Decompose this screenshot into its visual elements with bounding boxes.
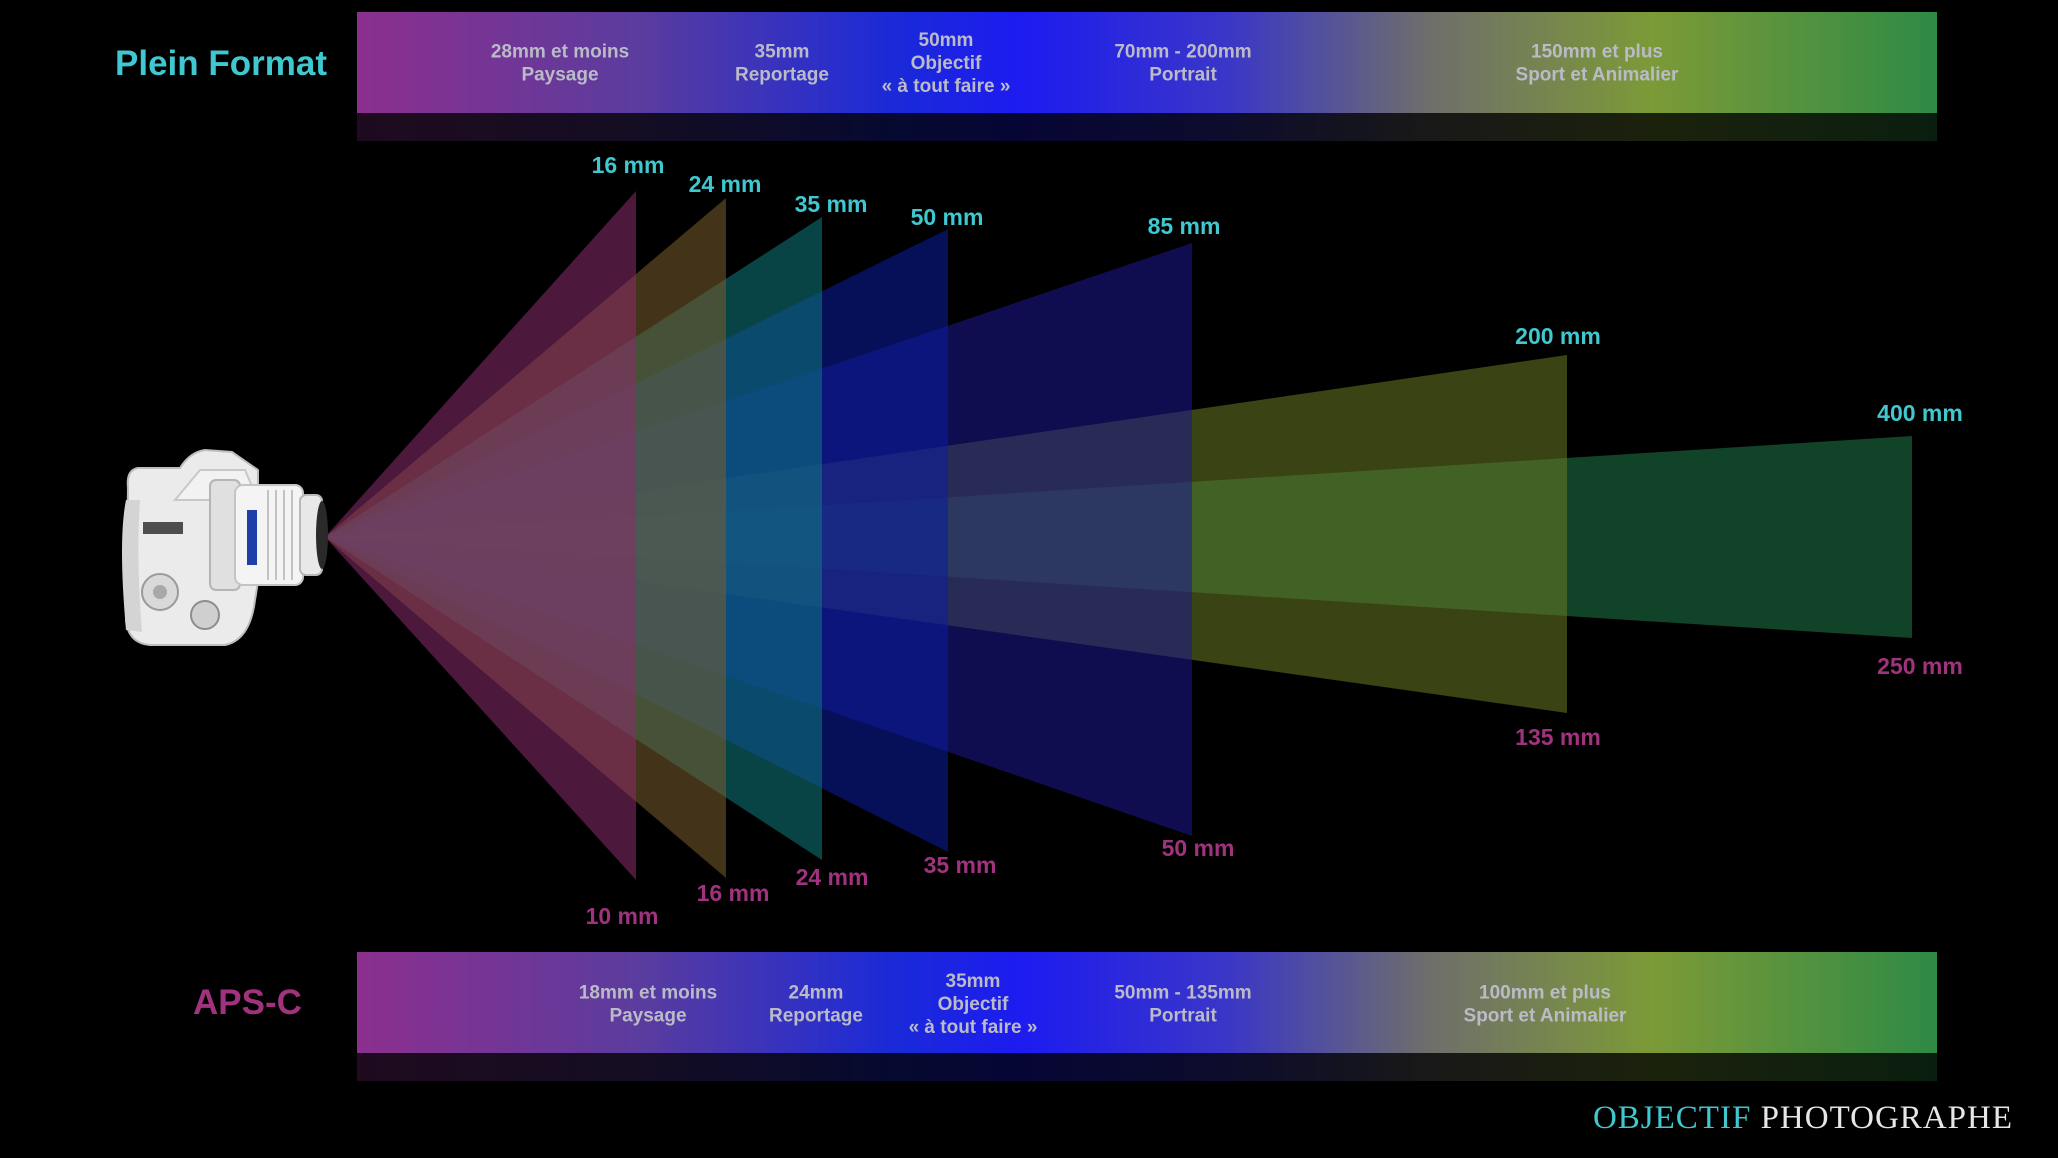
apsc-segment-text: 35mm	[946, 971, 1001, 992]
fov-cone	[325, 191, 636, 880]
full-frame-focal-label: 24 mm	[689, 171, 762, 197]
apsc-band-bar	[357, 952, 1937, 1053]
apsc-focal-label: 24 mm	[796, 864, 869, 890]
full-frame-segment-text: Objectif	[911, 53, 982, 74]
apsc-segment-text: Sport et Animalier	[1464, 1006, 1628, 1027]
apsc-focal-label: 10 mm	[586, 903, 659, 929]
apsc-segment-text: Reportage	[769, 1006, 863, 1027]
apsc-focal-label: 16 mm	[697, 880, 770, 906]
full-frame-focal-label: 85 mm	[1148, 213, 1221, 239]
apsc-title: APS-C	[193, 983, 302, 1022]
apsc-segment-text: 24mm	[789, 983, 844, 1004]
apsc-segment-text: Portrait	[1149, 1006, 1217, 1027]
full-frame-focal-label: 50 mm	[911, 204, 984, 230]
full-frame-segment-text: « à tout faire »	[882, 76, 1011, 97]
apsc-segment-text: 100mm et plus	[1479, 983, 1611, 1004]
full-frame-focal-label: 16 mm	[592, 152, 665, 178]
full-frame-segment-text: 70mm - 200mm	[1114, 42, 1251, 63]
apsc-segment-text: 50mm - 135mm	[1114, 983, 1251, 1004]
full-frame-segment-text: Portrait	[1149, 65, 1217, 86]
apsc-segment-text: 18mm et moins	[579, 983, 717, 1004]
apsc-band-reflection	[357, 1053, 1937, 1081]
full-frame-band-bar	[357, 12, 1937, 113]
apsc-segment-text: « à tout faire »	[909, 1017, 1038, 1038]
full-frame-title: Plein Format	[115, 44, 327, 83]
apsc-focal-label: 50 mm	[1162, 835, 1235, 861]
full-frame-segment-text: Sport et Animalier	[1516, 65, 1680, 86]
dslr-camera-icon	[122, 448, 328, 646]
brand-logo: OBJECTIF PHOTOGRAPHE	[1593, 1100, 2013, 1137]
full-frame-segment-text: 150mm et plus	[1531, 42, 1663, 63]
apsc-segment-text: Objectif	[938, 994, 1009, 1015]
full-frame-segment-text: 35mm	[755, 42, 810, 63]
apsc-segment-text: Paysage	[609, 1006, 686, 1027]
brand-word-objectif: OBJECTIF	[1592, 1100, 1752, 1136]
full-frame-focal-label: 35 mm	[795, 191, 868, 217]
full-frame-segment-text: Reportage	[735, 65, 829, 86]
full-frame-segment-text: Paysage	[521, 65, 598, 86]
full-frame-segment-text: 28mm et moins	[491, 42, 629, 63]
full-frame-focal-label: 200 mm	[1515, 323, 1601, 349]
field-of-view-cones: 16 mm 10 mm 24 mm 16 mm 35 mm 24 mm 50 mm 35 mm…	[325, 152, 1963, 929]
full-frame-focal-label: 400 mm	[1877, 400, 1963, 426]
brand-word-photographe: PHOTOGRAPHE	[1760, 1100, 2013, 1136]
full-frame-segment-text: 50mm	[919, 30, 974, 51]
apsc-focal-label: 35 mm	[924, 852, 997, 878]
apsc-focal-label: 250 mm	[1877, 653, 1963, 679]
apsc-focal-label: 135 mm	[1515, 724, 1601, 750]
full-frame-band-reflection	[357, 113, 1937, 141]
